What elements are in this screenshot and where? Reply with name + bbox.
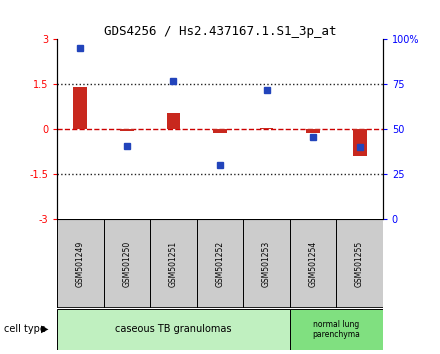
Bar xyxy=(290,219,336,308)
Bar xyxy=(243,219,290,308)
Bar xyxy=(104,219,150,308)
Text: GSM501254: GSM501254 xyxy=(308,241,318,287)
Bar xyxy=(260,128,274,129)
Bar xyxy=(57,219,104,308)
Text: GSM501251: GSM501251 xyxy=(169,241,178,287)
Bar xyxy=(306,129,320,133)
Text: GSM501255: GSM501255 xyxy=(355,241,364,287)
Text: GSM501249: GSM501249 xyxy=(76,241,85,287)
Bar xyxy=(290,309,383,350)
Text: GSM501253: GSM501253 xyxy=(262,241,271,287)
Bar xyxy=(120,129,134,131)
Text: caseous TB granulomas: caseous TB granulomas xyxy=(115,324,232,334)
Text: cell type: cell type xyxy=(4,324,46,334)
Bar xyxy=(352,129,367,156)
Bar xyxy=(197,219,243,308)
Bar xyxy=(150,219,197,308)
Bar xyxy=(336,219,383,308)
Bar xyxy=(213,129,227,133)
Bar xyxy=(166,113,180,129)
Text: GSM501250: GSM501250 xyxy=(122,241,132,287)
Text: GSM501252: GSM501252 xyxy=(216,241,224,287)
Text: ▶: ▶ xyxy=(41,324,49,334)
Text: normal lung
parenchyma: normal lung parenchyma xyxy=(312,320,360,339)
Bar xyxy=(73,87,88,129)
Title: GDS4256 / Hs2.437167.1.S1_3p_at: GDS4256 / Hs2.437167.1.S1_3p_at xyxy=(104,25,336,38)
Bar xyxy=(57,309,290,350)
